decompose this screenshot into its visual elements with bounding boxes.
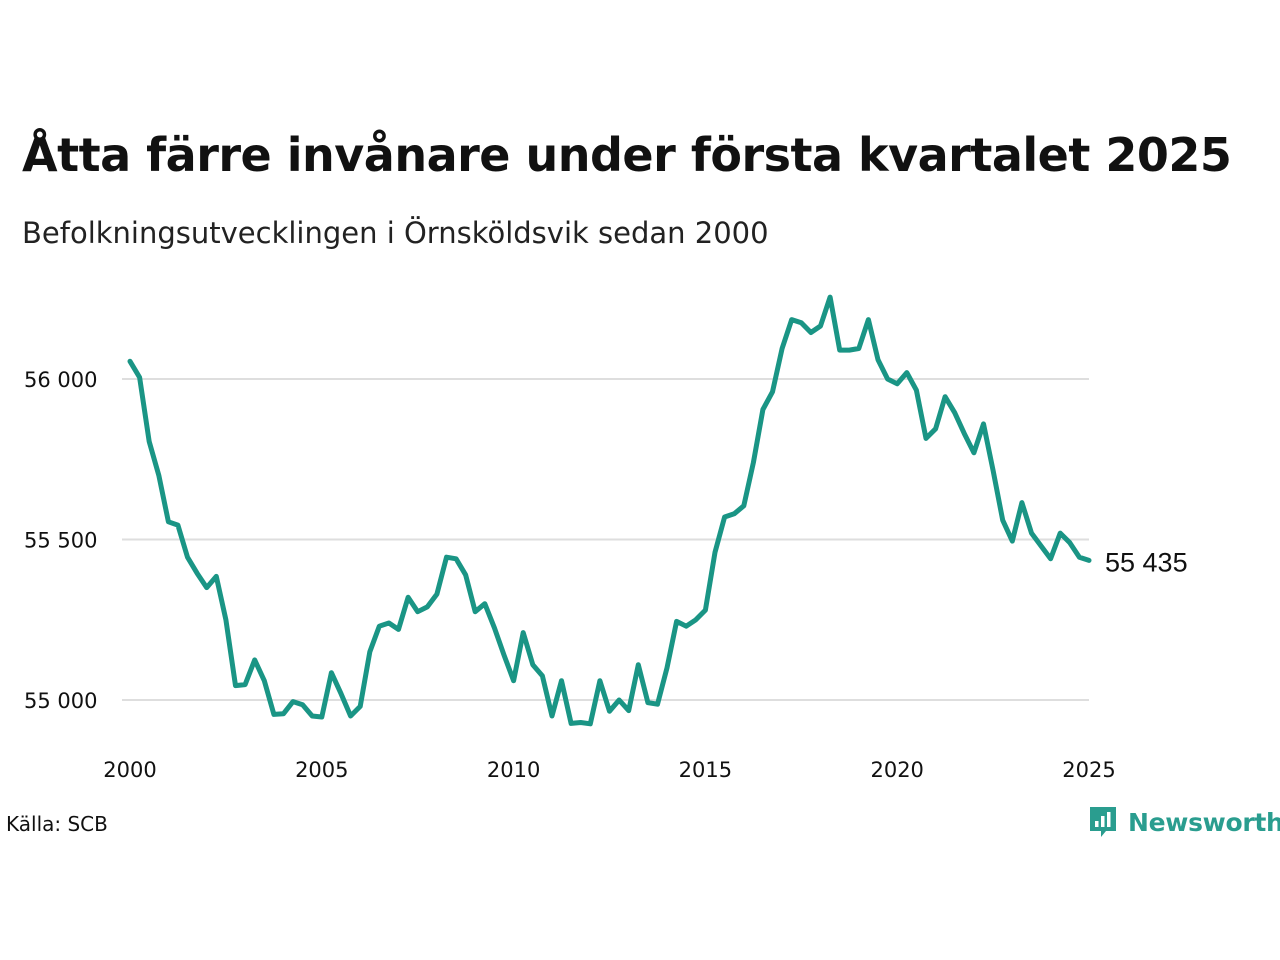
y-axis-ticks: 55 000 55 500 56 000 xyxy=(24,368,97,713)
x-axis-ticks: 2000 2005 2010 2015 2020 2025 xyxy=(103,758,1115,782)
x-tick-label: 2000 xyxy=(103,758,156,782)
x-tick-label: 2010 xyxy=(487,758,540,782)
y-tick-label: 55 000 xyxy=(24,689,97,713)
gridlines xyxy=(122,378,1089,701)
brand-logo: Newsworthy xyxy=(1088,804,1280,840)
series-line xyxy=(127,294,1092,727)
chart-title: Åtta färre invånare under första kvartal… xyxy=(22,128,1232,182)
brand-name: Newsworthy xyxy=(1128,807,1280,837)
newsworthy-logo-icon xyxy=(1090,807,1116,837)
x-tick-label: 2015 xyxy=(679,758,732,782)
x-tick-label: 2025 xyxy=(1062,758,1115,782)
source-note: Källa: SCB xyxy=(6,812,108,836)
end-labels: 55 435 xyxy=(1105,547,1188,577)
y-tick-label: 56 000 xyxy=(24,368,97,392)
y-tick-label: 55 500 xyxy=(24,529,97,553)
chart-subtitle: Befolkningsutvecklingen i Örnsköldsvik s… xyxy=(22,216,769,250)
series-group xyxy=(127,294,1092,727)
end-value-label: 55 435 xyxy=(1105,547,1188,577)
x-tick-label: 2005 xyxy=(295,758,348,782)
x-tick-label: 2020 xyxy=(870,758,923,782)
